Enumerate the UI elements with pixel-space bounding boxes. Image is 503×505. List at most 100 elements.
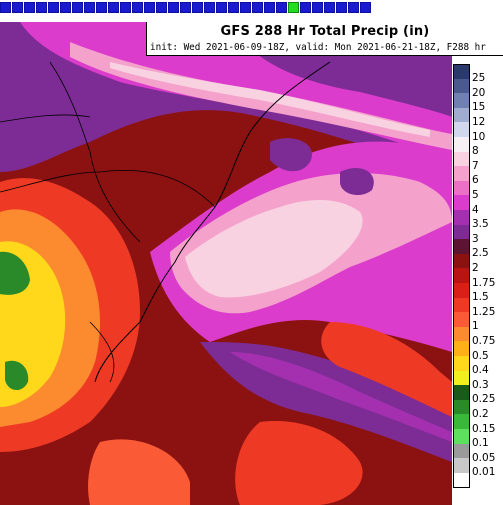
legend-label: 0.15 (472, 422, 496, 435)
frame-cell[interactable] (264, 2, 275, 13)
legend-swatch (453, 312, 470, 328)
legend-swatch (453, 107, 470, 123)
precip-map (0, 22, 452, 505)
map-subtitle: init: Wed 2021-06-09-18Z, valid: Mon 202… (150, 42, 486, 53)
frame-cell[interactable] (0, 2, 11, 13)
legend-swatch (453, 195, 470, 211)
legend-label: 3 (472, 232, 479, 245)
legend-swatch (453, 122, 470, 138)
legend-label: 1.5 (472, 291, 489, 304)
legend-label: 15 (472, 101, 486, 114)
precip-legend: 25 20 15 12 10 8 7 6 5 4 3.5 3 2.5 2 1.75 1.5 1.25 1 0.75 0… (452, 64, 503, 490)
legend-swatch (453, 93, 470, 109)
legend-swatch (453, 283, 470, 299)
precip-patch-red-south (235, 421, 363, 505)
precip-band-purple-south (200, 342, 452, 462)
precip-map-graphic (0, 22, 452, 505)
frame-cell[interactable] (252, 2, 263, 13)
legend-swatch (453, 429, 470, 445)
legend-label: 4 (472, 203, 479, 216)
legend-swatch (453, 472, 470, 488)
map-title: GFS 288 Hr Total Precip (in) (220, 24, 430, 39)
frame-cell[interactable] (336, 2, 347, 13)
legend-swatch (453, 239, 470, 255)
legend-label: 10 (472, 130, 486, 143)
precip-patch-orange-south (88, 439, 190, 505)
legend-swatch (453, 210, 470, 226)
legend-swatch (453, 137, 470, 153)
legend-label: 0.01 (472, 466, 496, 479)
frame-cell[interactable] (48, 2, 59, 13)
frame-cell[interactable] (180, 2, 191, 13)
frame-cell[interactable] (324, 2, 335, 13)
coastline (94, 61, 331, 383)
legend-label: 0.3 (472, 378, 489, 391)
legend-swatch (453, 385, 470, 401)
legend-swatch (453, 443, 470, 459)
frame-cell[interactable] (144, 2, 155, 13)
frame-cell[interactable] (24, 2, 35, 13)
legend-label: 0.05 (472, 451, 496, 464)
legend-label: 0.4 (472, 364, 489, 377)
frame-cell[interactable] (300, 2, 311, 13)
frame-cell[interactable] (36, 2, 47, 13)
legend-swatch (453, 326, 470, 342)
border-line-3 (0, 114, 91, 123)
frame-cell[interactable] (360, 2, 371, 13)
legend-label: 1.75 (472, 276, 496, 289)
frame-cell[interactable] (348, 2, 359, 13)
dry-region-green-1 (0, 251, 30, 295)
legend-label: 0.2 (472, 407, 489, 420)
legend-label: 20 (472, 86, 486, 99)
legend-label: 5 (472, 188, 479, 201)
legend-label: 2 (472, 261, 479, 274)
frame-cell[interactable] (120, 2, 131, 13)
frame-cell[interactable] (204, 2, 215, 13)
precip-band-lightpink-north (110, 62, 430, 137)
legend-swatch (453, 458, 470, 474)
legend-swatch (453, 414, 470, 430)
legend-label: 1.25 (472, 305, 496, 318)
map-header: GFS 288 Hr Total Precip (in) init: Wed 2… (146, 22, 503, 56)
legend-label: 1 (472, 320, 479, 333)
frame-cell[interactable] (96, 2, 107, 13)
legend-swatch (453, 253, 470, 269)
frame-cell[interactable] (276, 2, 287, 13)
frame-cell[interactable] (192, 2, 203, 13)
legend-swatch (453, 64, 470, 80)
border-line-2 (49, 61, 141, 243)
frame-cell[interactable] (240, 2, 251, 13)
precip-patch-red-east (321, 322, 452, 417)
frame-cell[interactable] (132, 2, 143, 13)
legend-label: 0.75 (472, 334, 496, 347)
frame-cell[interactable] (72, 2, 83, 13)
legend-label: 3.5 (472, 218, 489, 231)
legend-swatch (453, 166, 470, 182)
animation-frame-bar[interactable] (0, 2, 371, 14)
frame-cell[interactable] (312, 2, 323, 13)
legend-swatch (453, 151, 470, 167)
legend-label: 7 (472, 159, 479, 172)
frame-cell[interactable] (228, 2, 239, 13)
legend-label: 25 (472, 72, 486, 85)
frame-cell[interactable] (156, 2, 167, 13)
border-line-4 (89, 321, 115, 383)
legend-label: 12 (472, 115, 486, 128)
border-line-1 (0, 170, 216, 208)
legend-swatch (453, 224, 470, 240)
legend-swatch (453, 399, 470, 415)
frame-cell[interactable] (12, 2, 23, 13)
frame-cell[interactable] (84, 2, 95, 13)
precip-band-violet-south (230, 352, 452, 442)
frame-cell[interactable] (168, 2, 179, 13)
frame-cell[interactable] (108, 2, 119, 13)
legend-label: 6 (472, 174, 479, 187)
legend-label: 2.5 (472, 247, 489, 260)
legend-label: 0.5 (472, 349, 489, 362)
legend-swatch (453, 356, 470, 372)
frame-cell[interactable] (60, 2, 71, 13)
frame-cell[interactable] (216, 2, 227, 13)
frame-cell[interactable] (288, 2, 299, 13)
precip-cell-purple-1 (270, 138, 312, 172)
legend-swatch (453, 297, 470, 313)
